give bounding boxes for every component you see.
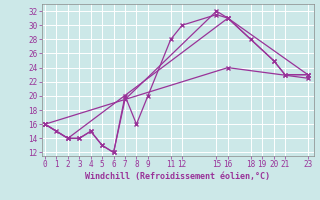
X-axis label: Windchill (Refroidissement éolien,°C): Windchill (Refroidissement éolien,°C) <box>85 172 270 181</box>
